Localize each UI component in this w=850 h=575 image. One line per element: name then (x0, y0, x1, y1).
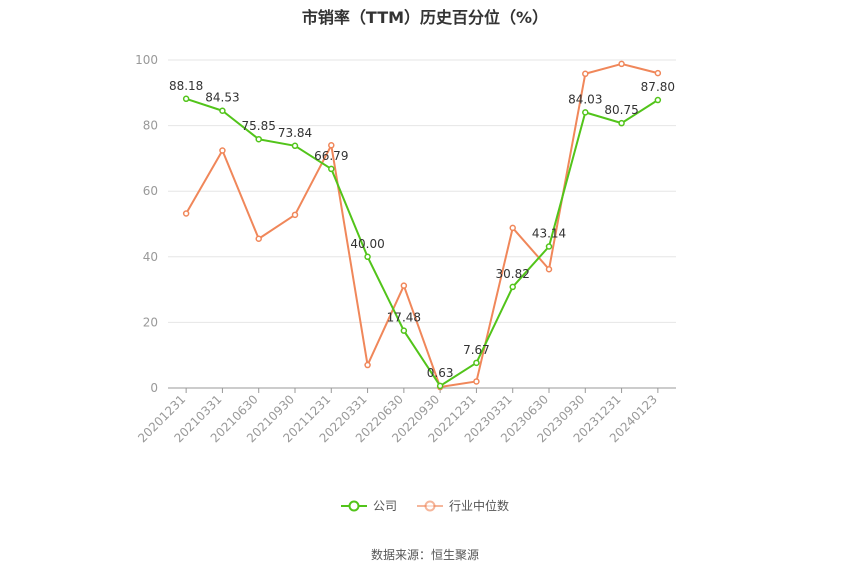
y-tick-label: 80 (143, 119, 158, 133)
y-tick-label: 20 (143, 315, 158, 329)
series-line-industry-median (185, 62, 659, 389)
data-label: 75.85 (242, 119, 276, 133)
data-label: 17.48 (387, 311, 421, 325)
data-point-industry-median[interactable] (509, 224, 516, 232)
data-point-industry-median[interactable] (582, 70, 589, 78)
data-label: 73.84 (278, 126, 312, 140)
line-chart: 0 20 40 60 80 100 202012312021033120210630202… (135, 53, 676, 445)
data-point-industry-median[interactable] (182, 210, 190, 217)
data-point-industry-median[interactable] (328, 142, 335, 149)
data-point-company[interactable] (255, 135, 262, 143)
data-point-company[interactable] (364, 253, 371, 261)
legend-item-industry-median[interactable]: 行业中位数 (417, 497, 509, 514)
data-point-company[interactable] (509, 283, 516, 291)
grid-lines (168, 59, 676, 323)
data-label: 84.53 (205, 91, 239, 105)
legend-marker-company (340, 500, 367, 511)
data-label: 80.75 (604, 103, 638, 117)
data-point-company[interactable] (291, 142, 299, 150)
legend: 公司 行业中位数 (0, 497, 850, 514)
y-tick-label: 0 (150, 381, 158, 395)
data-point-industry-median[interactable] (545, 266, 553, 273)
data-point-company[interactable] (654, 96, 662, 104)
data-label: 66.79 (314, 149, 348, 163)
data-label: 84.03 (568, 92, 602, 106)
data-point-industry-median[interactable] (473, 378, 480, 385)
data-point-company[interactable] (618, 119, 625, 127)
data-point-company[interactable] (219, 107, 226, 114)
legend-marker-industry-median (417, 500, 443, 511)
data-label: 87.80 (641, 80, 675, 94)
data-point-company[interactable] (400, 327, 408, 334)
x-axis: 2020123120210331202106302021093020211231… (135, 387, 676, 445)
data-point-industry-median[interactable] (400, 282, 408, 289)
y-tick-label: 40 (143, 250, 158, 264)
data-source: 数据来源：恒生聚源 (370, 548, 479, 562)
data-point-company[interactable] (182, 95, 190, 103)
legend-item-company[interactable]: 公司 (340, 497, 397, 514)
data-label: 43.14 (532, 227, 566, 241)
data-point-company[interactable] (436, 382, 444, 390)
chart-title: 市销率（TTM）历史百分位（%） (301, 8, 549, 27)
legend-label-industry-median: 行业中位数 (449, 499, 510, 513)
y-axis-ticks: 0 20 40 60 80 100 (135, 53, 158, 395)
data-point-company[interactable] (473, 359, 480, 367)
data-label: 88.18 (169, 79, 203, 93)
data-point-company[interactable] (328, 165, 335, 173)
series-layer (182, 60, 662, 391)
data-label: 30.82 (496, 267, 530, 281)
legend-label-company: 公司 (372, 499, 397, 513)
data-label: 7.67 (463, 343, 490, 357)
data-point-industry-median[interactable] (291, 211, 299, 219)
data-label: 0.63 (427, 366, 454, 380)
series-line-company (185, 97, 659, 387)
data-point-company[interactable] (545, 243, 553, 250)
data-point-industry-median[interactable] (219, 147, 226, 154)
data-point-company[interactable] (582, 109, 589, 116)
y-tick-label: 100 (135, 53, 158, 67)
y-tick-label: 60 (143, 184, 158, 198)
data-point-industry-median[interactable] (618, 60, 625, 68)
data-label: 40.00 (350, 237, 384, 251)
data-point-industry-median[interactable] (255, 235, 262, 243)
data-point-industry-median[interactable] (364, 361, 371, 369)
data-point-industry-median[interactable] (654, 69, 662, 77)
